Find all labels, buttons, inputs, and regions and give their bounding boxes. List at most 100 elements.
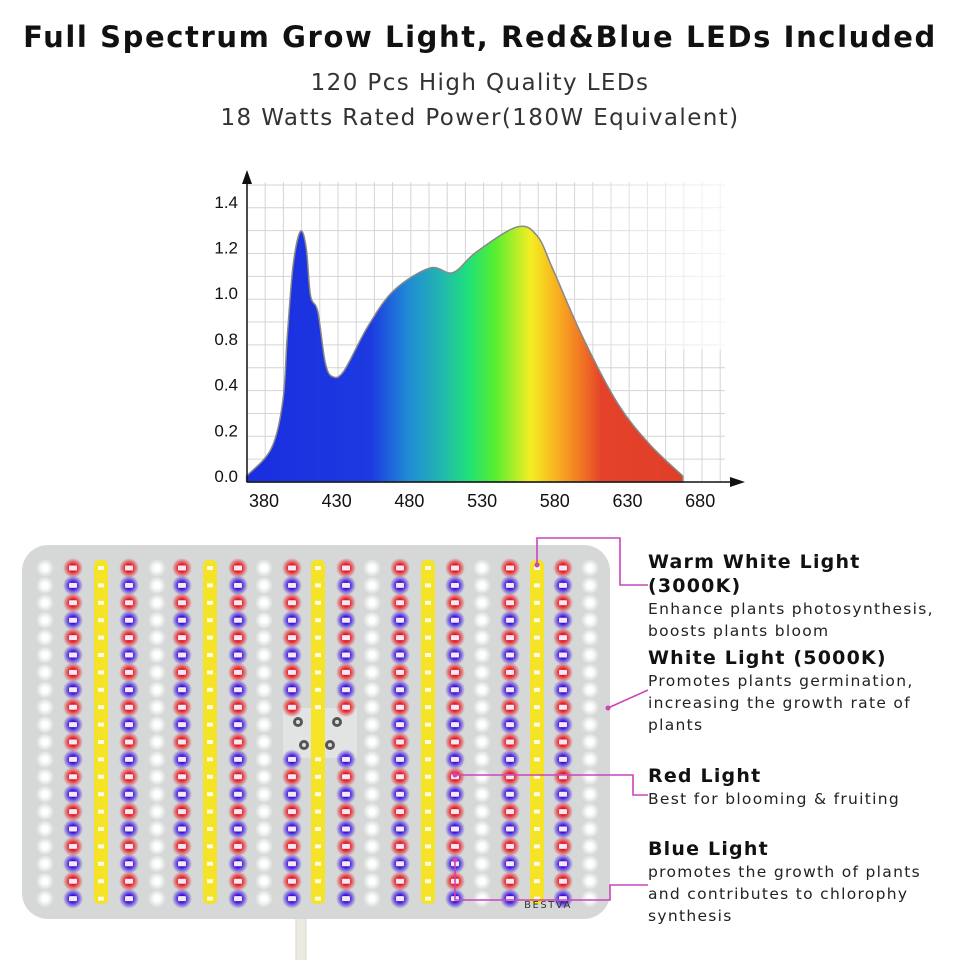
- warm-white-led: [425, 705, 431, 710]
- led-chip: [234, 669, 242, 675]
- led-chip: [451, 600, 459, 606]
- led-chip: [178, 565, 186, 571]
- white-led: [473, 767, 491, 786]
- warm-white-led: [425, 687, 431, 692]
- warm-white-led: [315, 705, 321, 710]
- callout-text: promotes the growth of plants: [648, 863, 921, 881]
- led-chip: [396, 878, 404, 884]
- warm-white-led: [207, 653, 213, 657]
- white-led: [363, 785, 381, 804]
- led-chip: [342, 774, 350, 780]
- led-chip: [69, 565, 77, 571]
- led-chip: [69, 809, 77, 815]
- white-led: [363, 611, 381, 630]
- led-chip: [559, 704, 567, 710]
- led-chip: [125, 826, 133, 832]
- led-chip: [125, 687, 133, 693]
- white-led: [473, 733, 491, 751]
- warm-white-led: [207, 705, 213, 710]
- white-led: [581, 611, 599, 630]
- led-chip: [506, 861, 514, 867]
- warm-white-led: [98, 618, 104, 623]
- led-chip: [234, 704, 242, 710]
- white-led: [148, 698, 166, 717]
- white-led: [36, 802, 54, 821]
- led-chip: [342, 878, 350, 884]
- warm-white-led: [98, 861, 104, 866]
- white-led: [255, 611, 273, 630]
- white-led: [36, 680, 54, 699]
- white-led: [148, 646, 166, 664]
- led-chip: [342, 582, 350, 588]
- screw-icon: [302, 743, 306, 747]
- led-chip: [451, 826, 459, 832]
- white-led: [36, 837, 54, 856]
- led-chip: [506, 617, 514, 623]
- led-chip: [178, 617, 186, 623]
- white-led: [581, 837, 599, 856]
- warm-white-led: [534, 583, 540, 588]
- white-led: [473, 559, 491, 577]
- x-tick-label: 380: [249, 491, 279, 511]
- led-chip: [506, 843, 514, 849]
- warm-white-led: [534, 618, 540, 623]
- white-led: [255, 559, 273, 577]
- led-chip: [288, 582, 296, 588]
- warm-white-led: [98, 653, 104, 657]
- led-chip: [506, 704, 514, 710]
- warm-white-led: [425, 600, 431, 605]
- led-chip: [559, 617, 567, 623]
- callout-heading: Warm White Light (3000K): [648, 551, 861, 597]
- white-led: [36, 750, 54, 769]
- warm-white-led: [425, 653, 431, 657]
- led-chip: [506, 652, 514, 658]
- warm-white-led: [425, 618, 431, 623]
- led-chip: [342, 617, 350, 623]
- x-tick-label: 480: [394, 491, 424, 511]
- warm-white-led: [98, 757, 104, 762]
- led-chip: [559, 582, 567, 588]
- white-led: [581, 820, 599, 838]
- warm-white-led: [425, 827, 431, 831]
- led-chip: [342, 652, 350, 658]
- white-led: [148, 715, 166, 734]
- warm-white-led: [98, 687, 104, 692]
- led-chip: [342, 600, 350, 606]
- callout-text: increasing the growth rate of: [648, 694, 911, 712]
- warm-white-led: [98, 600, 104, 605]
- warm-white-led: [207, 809, 213, 814]
- white-led: [255, 715, 273, 734]
- warm-white-led: [207, 896, 213, 901]
- white-led: [473, 785, 491, 804]
- led-chip: [288, 652, 296, 658]
- white-led: [473, 802, 491, 821]
- led-chip: [288, 861, 296, 867]
- warm-white-led: [534, 827, 540, 831]
- white-led: [363, 628, 381, 647]
- led-chip: [396, 600, 404, 606]
- led-chip: [451, 722, 459, 728]
- white-led: [36, 715, 54, 734]
- led-chip: [234, 600, 242, 606]
- led-chip: [69, 791, 77, 797]
- callout-warm-white: Warm White Light (3000K) Enhance plants …: [648, 550, 960, 642]
- warm-white-led: [425, 861, 431, 866]
- led-chip: [506, 669, 514, 675]
- white-led: [581, 733, 599, 751]
- warm-white-led: [207, 792, 213, 797]
- callout-blue: Blue Light promotes the growth of plants…: [648, 837, 921, 927]
- warm-white-led: [534, 722, 540, 727]
- warm-white-led: [534, 861, 540, 866]
- warm-white-led: [534, 566, 540, 570]
- y-tick-label: 0.0: [214, 467, 238, 486]
- white-led: [473, 663, 491, 682]
- callout-red: Red Light Best for blooming & fruiting: [648, 764, 900, 810]
- warm-white-led: [207, 827, 213, 831]
- warm-white-led: [98, 670, 104, 675]
- led-chip: [69, 617, 77, 623]
- white-led: [148, 837, 166, 856]
- warm-white-led: [98, 844, 104, 849]
- led-chip: [506, 791, 514, 797]
- led-chip: [506, 600, 514, 606]
- led-chip: [396, 826, 404, 832]
